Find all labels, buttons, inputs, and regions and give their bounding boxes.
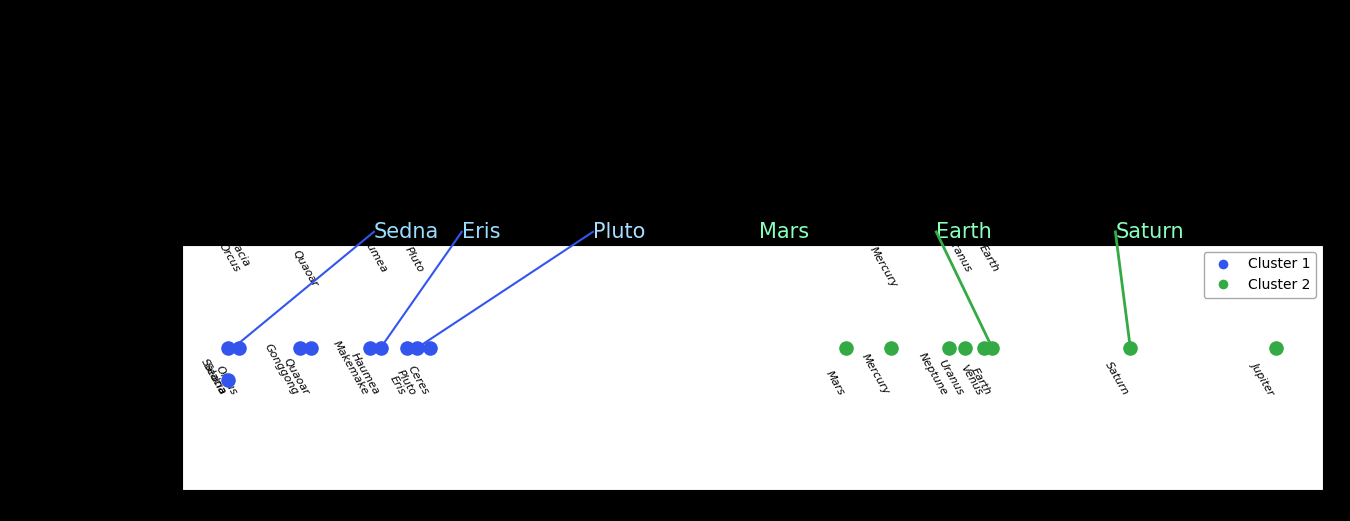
Text: Mars: Mars bbox=[824, 368, 845, 397]
Point bbox=[1119, 343, 1141, 352]
Text: Quaoar: Quaoar bbox=[282, 356, 310, 397]
Text: Saturn: Saturn bbox=[1103, 359, 1130, 397]
Text: Mars: Mars bbox=[760, 222, 810, 242]
Text: Sedna: Sedna bbox=[374, 222, 439, 242]
Text: Mercury: Mercury bbox=[868, 244, 899, 289]
Point bbox=[1265, 343, 1287, 352]
Text: Neptune: Neptune bbox=[917, 351, 949, 397]
Text: Salacia
Orcus: Salacia Orcus bbox=[213, 229, 252, 274]
Point bbox=[228, 343, 250, 352]
Text: Ceres: Ceres bbox=[405, 364, 431, 397]
Point bbox=[880, 343, 902, 352]
Point bbox=[217, 375, 239, 383]
Text: Makemake: Makemake bbox=[331, 339, 370, 397]
Text: Uranus: Uranus bbox=[945, 235, 973, 274]
Text: Images Not to Scale: Images Not to Scale bbox=[1204, 508, 1316, 518]
Text: Sedna: Sedna bbox=[201, 362, 228, 397]
Text: Earth: Earth bbox=[937, 222, 992, 242]
Point bbox=[420, 343, 441, 352]
Text: Mercury: Mercury bbox=[860, 352, 891, 397]
Point bbox=[406, 343, 428, 352]
Point bbox=[300, 343, 321, 352]
Point bbox=[981, 343, 1003, 352]
Point bbox=[938, 343, 960, 352]
Text: Pluto: Pluto bbox=[593, 222, 645, 242]
Text: Salacia: Salacia bbox=[198, 357, 228, 397]
Point bbox=[359, 343, 381, 352]
Point bbox=[954, 343, 976, 352]
Point bbox=[289, 343, 310, 352]
Text: Pluto: Pluto bbox=[394, 367, 417, 397]
Legend: Cluster 1, Cluster 2: Cluster 1, Cluster 2 bbox=[1204, 252, 1316, 298]
Text: Venus: Venus bbox=[958, 363, 984, 397]
Text: Haumea: Haumea bbox=[348, 351, 381, 397]
Text: Earth: Earth bbox=[977, 243, 1000, 274]
Text: Earth: Earth bbox=[968, 366, 992, 397]
Text: Orcus: Orcus bbox=[213, 364, 239, 397]
Text: Jupiter: Jupiter bbox=[1250, 361, 1276, 397]
Text: Uranus: Uranus bbox=[937, 358, 965, 397]
Point bbox=[370, 343, 392, 352]
Text: Pluto: Pluto bbox=[404, 245, 427, 274]
Text: Saturn: Saturn bbox=[1115, 222, 1184, 242]
Text: Eris: Eris bbox=[389, 374, 408, 397]
Text: Eris: Eris bbox=[462, 222, 501, 242]
Point bbox=[397, 343, 418, 352]
Text: Haumea: Haumea bbox=[358, 229, 389, 274]
Point bbox=[834, 343, 856, 352]
Text: Quaoar: Quaoar bbox=[290, 249, 320, 289]
Point bbox=[217, 343, 239, 352]
Text: Gonggong: Gonggong bbox=[263, 342, 300, 397]
Point bbox=[973, 343, 995, 352]
